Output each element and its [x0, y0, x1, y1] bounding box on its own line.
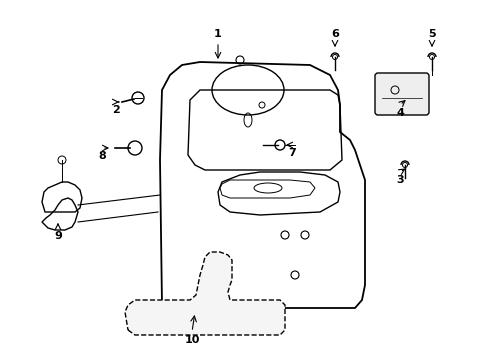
Polygon shape — [125, 252, 285, 335]
Text: 9: 9 — [54, 231, 62, 241]
Text: 6: 6 — [331, 29, 339, 39]
FancyBboxPatch shape — [375, 73, 429, 115]
Text: 2: 2 — [112, 105, 120, 115]
Text: 8: 8 — [98, 151, 106, 161]
Text: 7: 7 — [288, 148, 296, 158]
Text: 10: 10 — [184, 335, 200, 345]
Text: 5: 5 — [428, 29, 436, 39]
Text: 3: 3 — [396, 175, 404, 185]
Text: 1: 1 — [214, 29, 222, 39]
Text: 4: 4 — [396, 108, 404, 118]
